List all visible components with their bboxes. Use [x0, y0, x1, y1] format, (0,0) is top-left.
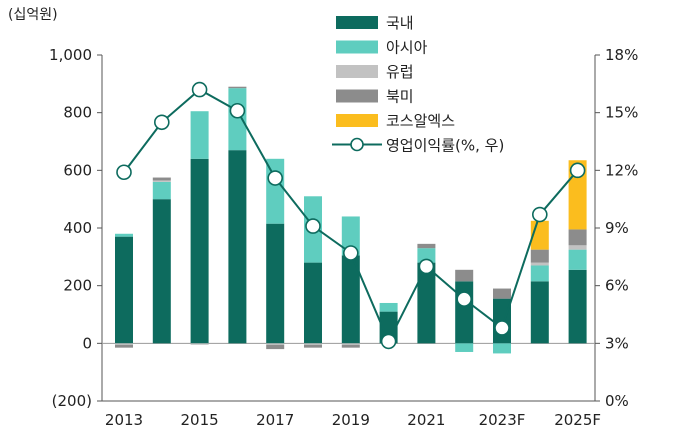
legend-label: 아시아 [386, 39, 428, 57]
operating-margin-point [305, 218, 321, 234]
bar-segment [530, 249, 549, 263]
bar-segment [530, 281, 549, 344]
x-tick-label: 2013 [105, 411, 143, 429]
legend-label: 영업이익률(%, 우) [386, 137, 504, 155]
bar-segment [341, 255, 360, 344]
bar-segment [152, 199, 171, 344]
bar-segment [568, 269, 587, 344]
operating-margin-point [380, 333, 397, 350]
legend-swatch [336, 114, 378, 127]
bar-segment [266, 344, 285, 350]
bar-segment [530, 265, 549, 282]
y-right-tick-label: 3% [605, 334, 629, 352]
y-left-tick-label: 800 [63, 104, 92, 122]
x-tick-label: 2017 [256, 411, 294, 429]
bar-segment [568, 229, 587, 246]
bar-segment [417, 243, 436, 249]
bar-segment [341, 343, 360, 345]
x-tick-label: 2023F [479, 411, 526, 429]
y-left-tick-label: (200) [52, 392, 92, 410]
y-left-tick-label: 0 [82, 334, 92, 352]
bar-segment [152, 180, 171, 182]
y-right-tick-label: 18% [605, 46, 638, 64]
operating-margin-point [418, 258, 435, 275]
legend-swatch [336, 16, 378, 29]
legend-swatch [336, 40, 378, 54]
bar-segment [228, 86, 247, 89]
bar-segment [341, 216, 360, 256]
bar-segment [455, 343, 474, 352]
bar-segment [379, 302, 398, 312]
bar-segment [455, 269, 474, 282]
bar-segment [152, 177, 171, 181]
legend-line-marker [350, 137, 364, 152]
y-right-tick-label: 0% [605, 392, 629, 410]
operating-margin-point [154, 114, 170, 131]
legend-swatch [336, 65, 378, 78]
bar-segment [190, 343, 209, 345]
legend-swatch [336, 89, 378, 103]
y-left-tick-label: 600 [63, 161, 92, 179]
bar-segment [115, 233, 133, 237]
y-right-tick-label: 6% [605, 277, 629, 295]
y-right-tick-label: 9% [605, 219, 629, 237]
bar-segment [568, 249, 587, 270]
legend-label: 유럽 [386, 63, 414, 81]
bar-segment [115, 343, 133, 345]
bar-segment [190, 111, 209, 159]
operating-margin-point [191, 81, 208, 98]
bar-segment [417, 248, 436, 263]
legend-label: 코스알엑스 [386, 112, 455, 130]
bar-segment [228, 88, 247, 151]
bar-segment [152, 181, 171, 200]
operating-margin-point [569, 162, 586, 179]
bar-segment [266, 223, 285, 344]
bar-segment [228, 150, 247, 344]
operating-margin-point [494, 320, 510, 336]
operating-margin-point [267, 170, 284, 186]
bar-segment [568, 245, 587, 250]
bar-segment [115, 344, 133, 348]
operating-margin-point [342, 245, 359, 261]
bar-segment [568, 160, 587, 230]
operating-margin-point [229, 102, 246, 119]
bar-segment [190, 158, 209, 344]
y-left-tick-label: 200 [63, 277, 92, 295]
x-tick-label: 2025F [554, 411, 601, 429]
bar-segment [493, 343, 511, 354]
y-right-tick-label: 15% [605, 104, 638, 122]
operating-margin-point [116, 164, 132, 181]
x-tick-label: 2019 [332, 411, 370, 429]
y-left-tick-label: 400 [63, 219, 92, 237]
bar-segment [417, 262, 436, 344]
bar-segment [304, 344, 322, 348]
x-tick-label: 2021 [407, 411, 445, 429]
y-left-tick-label: 1,000 [49, 46, 92, 64]
bar-segment [493, 288, 511, 299]
operating-margin-point [456, 291, 473, 307]
bar-segment [266, 343, 285, 345]
bar-segment [304, 262, 322, 344]
bar-segment [115, 236, 133, 344]
y-axis-unit-label: (십억원) [8, 7, 58, 23]
bar-segment [455, 281, 474, 344]
operating-margin-point [531, 206, 548, 223]
bar-segment [341, 344, 360, 348]
legend-label: 국내 [386, 14, 414, 32]
legend-label: 북미 [386, 88, 414, 106]
bar-segment [304, 343, 322, 345]
x-tick-label: 2015 [181, 411, 219, 429]
bar-segment [530, 262, 549, 266]
y-right-tick-label: 12% [605, 161, 638, 179]
